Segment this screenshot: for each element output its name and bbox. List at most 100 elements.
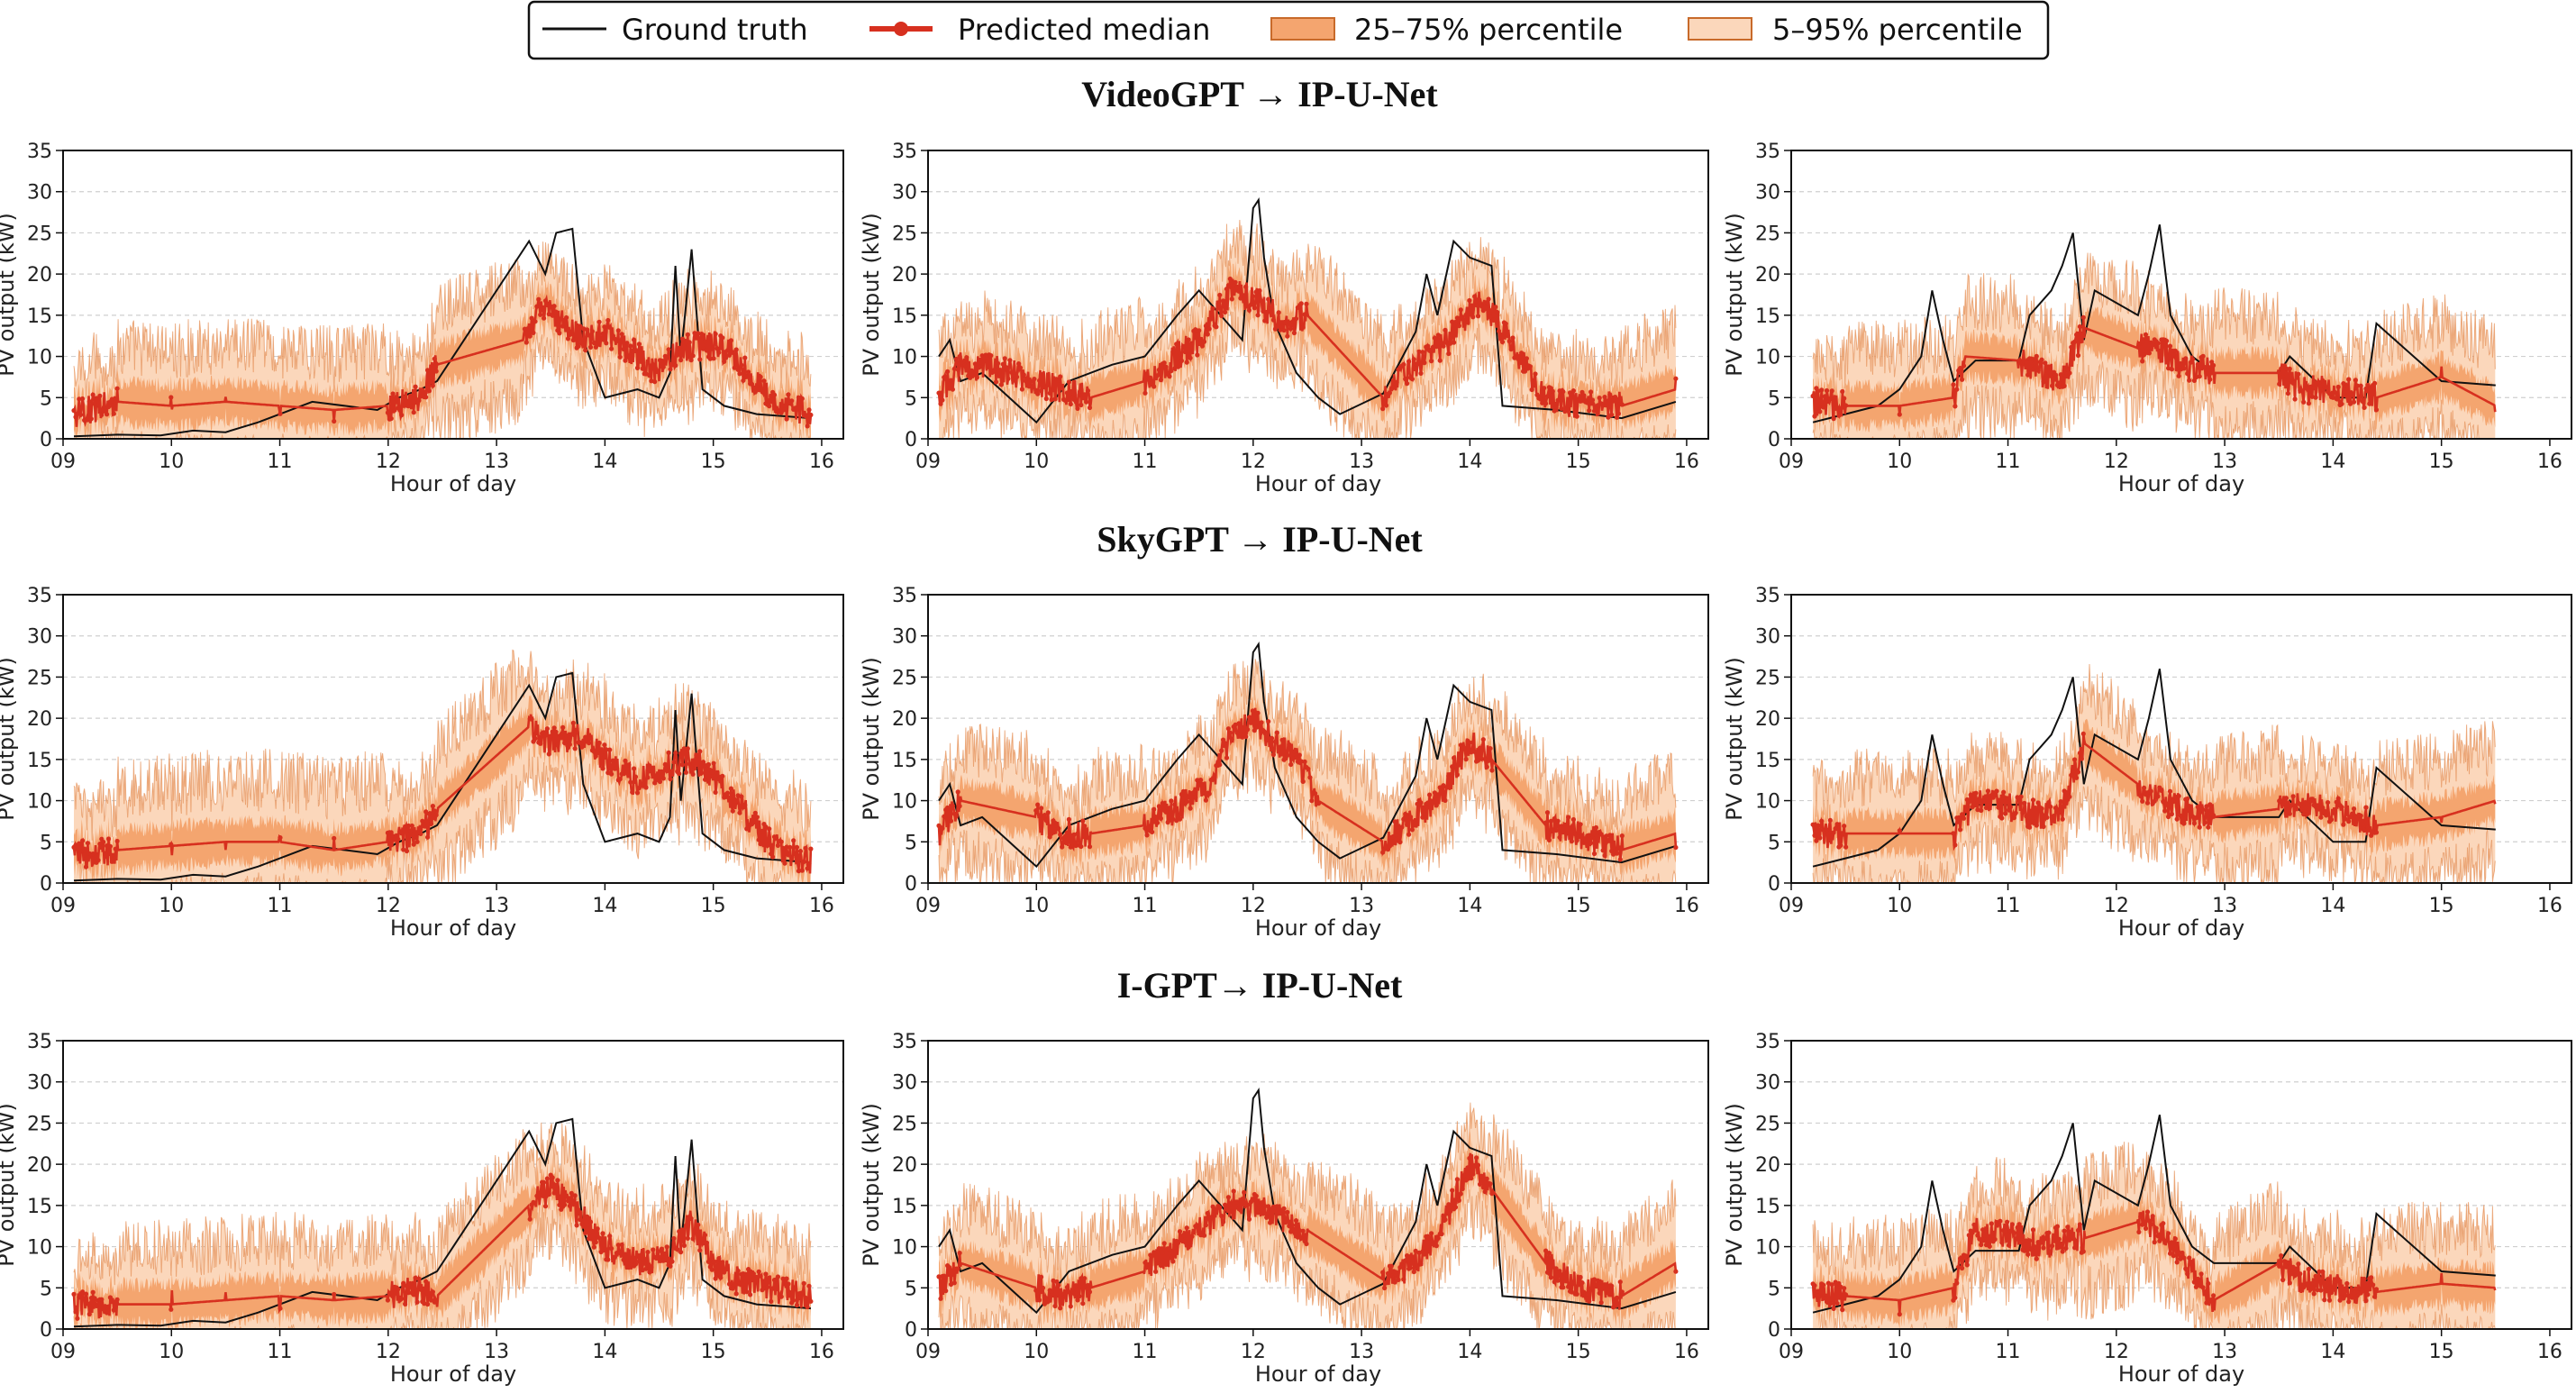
median-point [2183,356,2189,361]
median-point [2318,387,2324,393]
median-point [105,404,112,410]
median-point [396,836,401,842]
median-point [1477,745,1483,751]
median-point [1564,831,1570,836]
median-point [2373,830,2380,835]
median-point [1567,825,1573,831]
median-point [1962,808,1968,814]
median-point [1039,1274,1044,1279]
median-point [1467,740,1472,745]
median-point [2346,1299,2352,1305]
median-point [2034,353,2039,359]
median-point [2189,357,2196,362]
median-point [1962,1253,1968,1259]
median-point [1252,305,1257,311]
y-tick-label: 25 [27,1113,52,1135]
median-point [1505,333,1510,339]
median-point [1052,1303,1058,1309]
median-point [1073,399,1079,405]
median-point [1242,293,1247,298]
median-point [1177,1229,1183,1234]
x-tick-label: 09 [915,451,941,473]
x-tick-label: 09 [1779,895,1804,917]
median-point [940,397,945,403]
median-point [536,296,542,302]
median-point [948,818,954,824]
median-point [555,1178,560,1183]
median-point [614,338,620,343]
median-point [733,797,739,804]
median-point [1380,1270,1386,1275]
median-point [2018,1240,2024,1245]
median-point [633,1261,639,1267]
median-point [1291,1226,1297,1233]
median-point [1080,818,1086,824]
median-point [720,1260,725,1265]
median-point [1452,340,1457,345]
median-point [1572,408,1578,414]
median-point [1454,1177,1460,1182]
median-point [607,1234,613,1239]
median-point [1456,762,1461,768]
median-point [718,1275,724,1280]
median-point [1432,790,1437,796]
median-point [1542,386,1547,391]
median-point [634,790,641,796]
median-point [593,1240,598,1245]
median-point [720,335,725,341]
median-point [433,369,439,374]
median-point [426,811,432,816]
median-point [1297,1228,1302,1234]
median-point [1992,793,1998,798]
median-point [1673,1269,1679,1274]
median-point [2344,811,2350,816]
median-point [1203,797,1208,803]
x-tick-label: 09 [1779,1341,1804,1363]
median-point [430,804,435,809]
median-point [418,1287,423,1292]
median-point [726,1281,733,1287]
median-point [666,347,671,352]
median-point [630,1258,635,1263]
x-tick-label: 13 [2212,451,2237,473]
median-point [1960,812,1965,817]
median-point [786,852,791,858]
median-point [540,307,545,313]
median-point [1082,1276,1088,1281]
y-tick-label: 35 [27,141,52,163]
median-point [1082,824,1088,829]
median-point [726,352,733,358]
median-point [604,341,609,346]
median-point [1434,1243,1439,1249]
median-point [1816,388,1821,394]
median-point [2200,353,2206,359]
median-point [659,358,665,363]
median-point [1600,848,1606,853]
median-point [942,814,947,819]
median-point [760,389,765,395]
y-tick-label: 5 [905,387,917,410]
median-point [668,776,673,782]
median-point [550,1175,555,1180]
median-point [1966,799,1971,805]
median-point [607,747,613,752]
median-point [1452,755,1457,760]
median-point [1172,802,1178,807]
median-point [2050,1243,2055,1249]
y-tick-label: 25 [27,667,52,689]
median-point [1043,396,1049,402]
median-point [529,716,534,722]
x-axis-label: Hour of day [2118,915,2244,941]
median-point [403,1301,408,1307]
x-tick-label: 09 [50,1341,76,1363]
median-point [685,746,690,751]
median-point [1544,394,1551,399]
x-tick-label: 09 [50,895,76,917]
y-tick-label: 10 [27,1237,52,1260]
median-point [2324,385,2329,390]
median-point [2039,1240,2044,1245]
median-point [2041,379,2046,385]
median-point [1548,1275,1553,1280]
median-point [1570,816,1576,823]
median-point [1255,1210,1261,1215]
